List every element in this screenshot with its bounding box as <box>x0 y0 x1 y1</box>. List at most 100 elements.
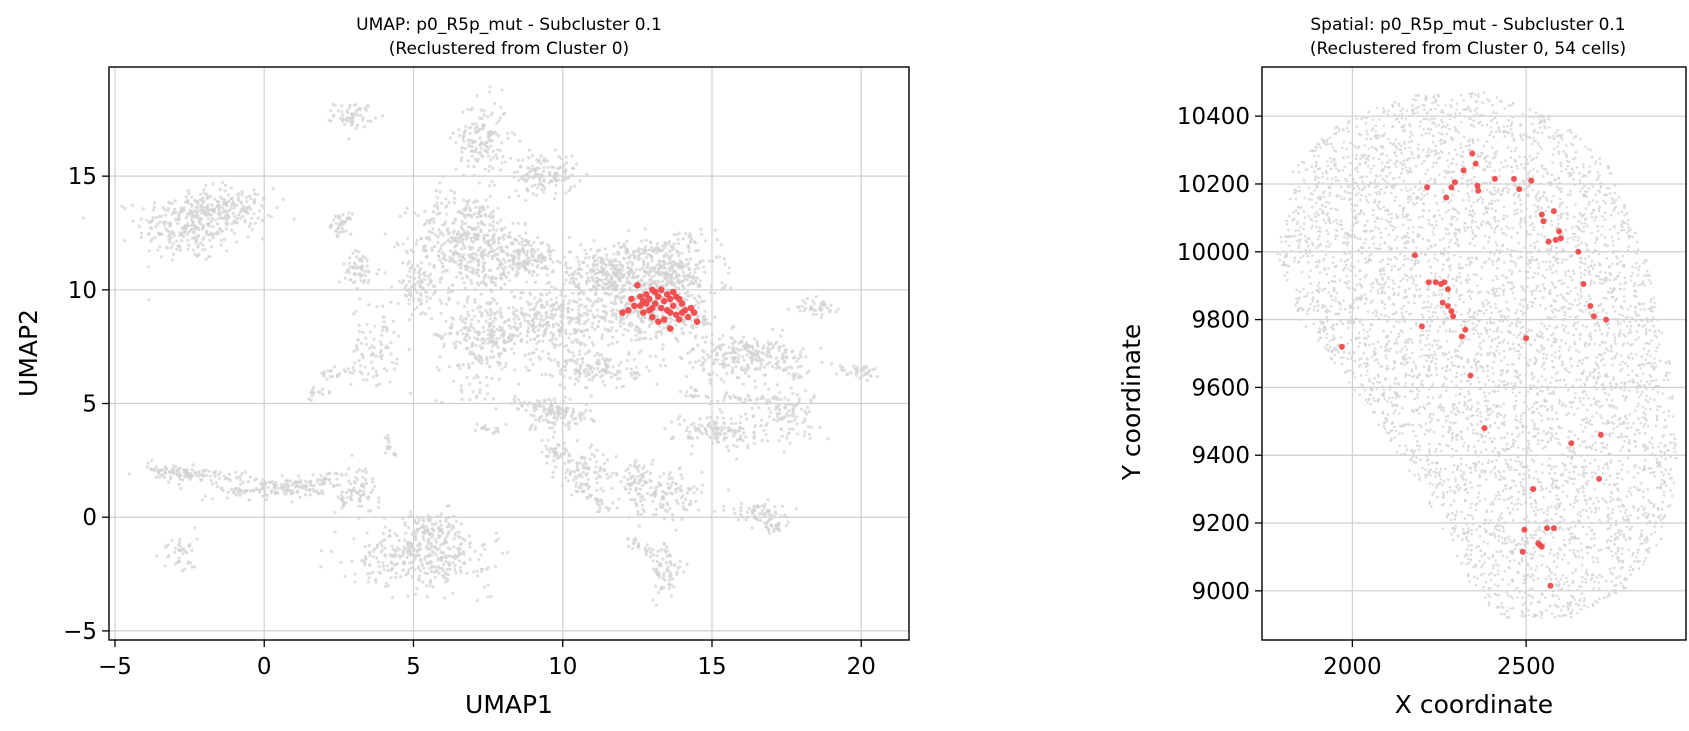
umap-background-point <box>139 217 143 221</box>
umap-background-point <box>441 233 445 237</box>
umap-background-point <box>609 267 613 271</box>
umap-background-point <box>696 306 701 310</box>
umap-background-point <box>555 417 559 421</box>
umap-background-point <box>340 110 344 114</box>
umap-background-point <box>778 390 782 395</box>
umap-background-point <box>404 294 408 298</box>
umap-background-point <box>582 329 586 333</box>
umap-background-point <box>636 509 640 513</box>
umap-background-point <box>597 297 601 301</box>
umap-background-point <box>527 368 532 372</box>
umap-background-point <box>549 399 553 403</box>
umap-background-point <box>610 341 614 346</box>
umap-background-point <box>539 187 544 191</box>
umap-background-point <box>444 269 448 273</box>
umap-background-point <box>171 242 175 246</box>
umap-background-point <box>186 222 190 226</box>
umap-background-point <box>495 301 499 306</box>
umap-background-point <box>786 420 791 424</box>
umap-background-point <box>569 316 573 320</box>
umap-background-point <box>701 356 705 360</box>
umap-background-point <box>634 308 638 313</box>
umap-background-point <box>351 112 356 116</box>
umap-background-point <box>719 377 723 381</box>
umap-background-point <box>627 491 631 495</box>
umap-background-point <box>366 269 370 273</box>
umap-background-point <box>785 412 789 416</box>
umap-background-point <box>428 560 432 564</box>
umap-background-point <box>338 230 342 234</box>
umap-background-point <box>253 198 257 202</box>
umap-background-point <box>146 265 151 269</box>
umap-background-point <box>509 338 513 343</box>
umap-background-point <box>429 569 434 574</box>
umap-background-point <box>576 379 580 383</box>
umap-background-point <box>482 233 486 238</box>
umap-background-point <box>345 491 349 495</box>
umap-background-point <box>367 543 371 548</box>
umap-background-point <box>668 507 672 511</box>
umap-background-point <box>464 335 468 339</box>
umap-background-point <box>214 232 218 236</box>
umap-background-point <box>691 274 695 278</box>
umap-background-point <box>433 244 437 249</box>
umap-background-point <box>493 311 497 315</box>
umap-background-point <box>645 266 649 270</box>
umap-background-point <box>198 222 203 226</box>
umap-background-point <box>172 211 176 215</box>
umap-background-point <box>633 498 637 502</box>
umap-background-point <box>727 449 731 453</box>
umap-background-point <box>674 490 678 494</box>
umap-background-point <box>601 288 605 292</box>
umap-background-point <box>516 334 520 338</box>
umap-background-point <box>627 255 632 259</box>
umap-background-point <box>239 216 243 220</box>
umap-background-point <box>622 283 626 288</box>
umap-background-point <box>453 568 457 572</box>
umap-background-point <box>647 325 651 329</box>
umap-background-point <box>463 321 467 325</box>
umap-background-point <box>507 195 511 199</box>
umap-background-point <box>168 201 172 205</box>
umap-background-point <box>803 389 808 393</box>
umap-background-point <box>591 256 596 260</box>
umap-background-point <box>454 571 458 575</box>
umap-background-point <box>481 264 485 268</box>
umap-background-point <box>609 309 613 313</box>
umap-background-point <box>553 343 557 347</box>
umap-background-point <box>525 340 529 344</box>
umap-background-point <box>436 526 440 530</box>
umap-background-point <box>529 244 533 248</box>
umap-background-point <box>668 273 672 277</box>
umap-background-point <box>550 475 555 479</box>
umap-background-point <box>709 290 713 294</box>
umap-background-point <box>598 465 602 469</box>
umap-background-point <box>429 281 433 285</box>
umap-background-point <box>332 484 336 488</box>
umap-background-point <box>465 200 470 204</box>
umap-background-point <box>482 330 486 334</box>
umap-background-point <box>486 595 490 599</box>
umap-title-line1: UMAP: p0_R5p_mut - Subcluster 0.1 <box>356 15 662 35</box>
umap-background-point <box>581 260 586 265</box>
umap-background-point <box>470 246 474 250</box>
umap-background-point <box>670 476 674 480</box>
umap-background-point <box>727 363 731 367</box>
umap-background-point <box>730 326 734 330</box>
umap-background-point <box>703 309 707 313</box>
umap-background-point <box>579 303 583 307</box>
umap-background-point <box>519 324 523 328</box>
umap-background-point <box>570 173 574 177</box>
umap-background-point <box>493 102 497 106</box>
umap-background-point <box>641 284 646 288</box>
umap-background-point <box>551 471 556 475</box>
umap-background-point <box>435 201 439 205</box>
umap-background-point <box>489 595 493 599</box>
umap-background-point <box>367 278 371 282</box>
umap-background-point <box>641 266 645 270</box>
umap-background-point <box>247 224 251 228</box>
umap-background-point <box>347 271 351 275</box>
umap-background-point <box>732 357 737 361</box>
umap-background-point <box>553 148 557 152</box>
umap-background-point <box>483 223 487 227</box>
